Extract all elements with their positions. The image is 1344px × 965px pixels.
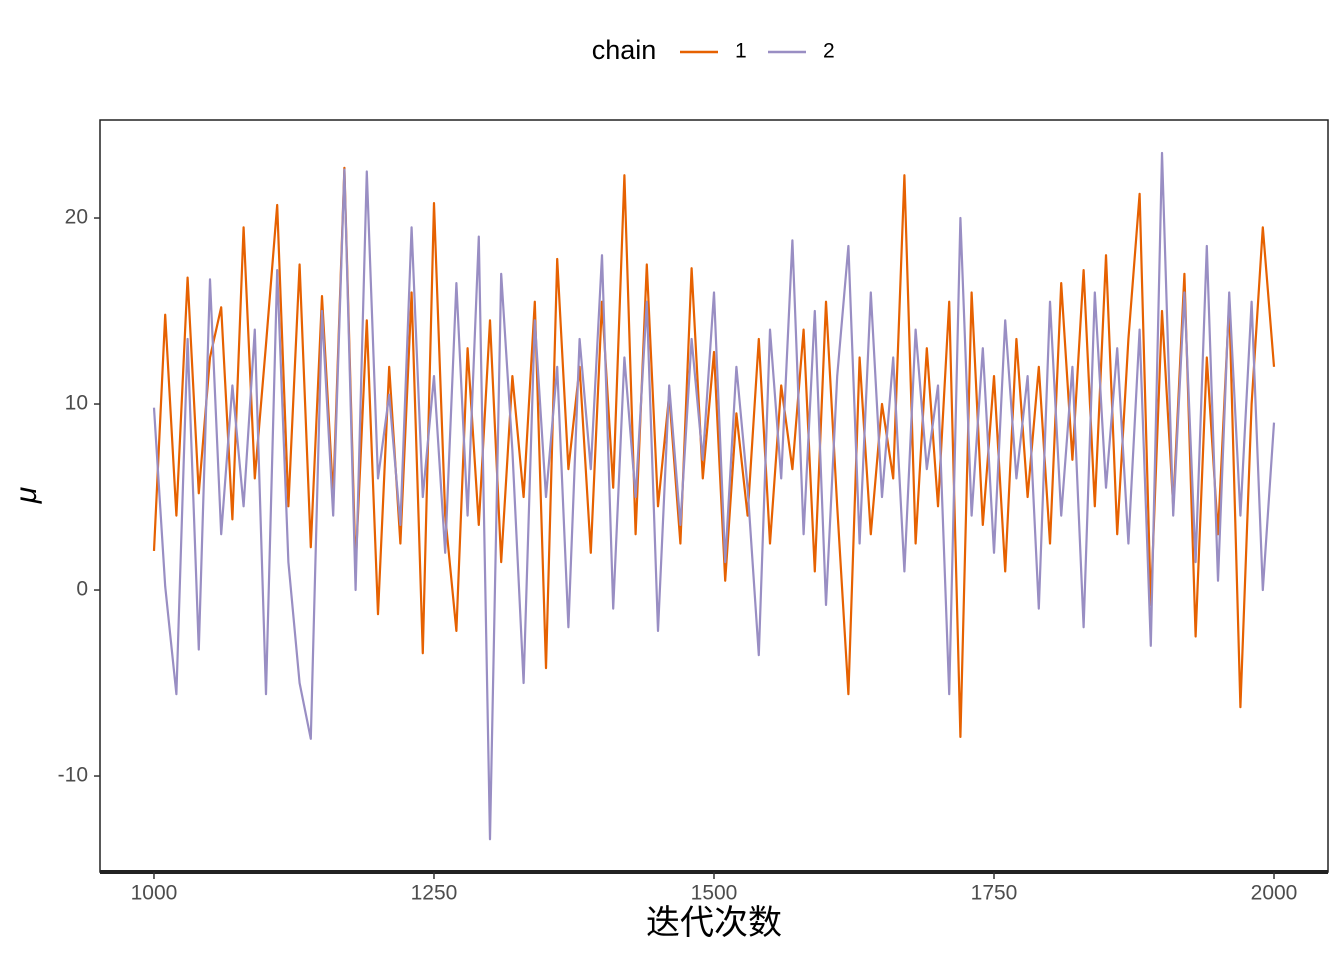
x-tick-label: 1000 — [131, 882, 178, 905]
legend-title: chain — [592, 35, 657, 65]
legend-label: 1 — [735, 40, 747, 63]
y-tick-label: -10 — [58, 764, 88, 787]
y-tick-label: 0 — [76, 578, 88, 601]
y-tick-label: 20 — [65, 206, 88, 229]
x-axis-title: 迭代次数 — [646, 904, 782, 942]
y-axis-title: μ — [10, 487, 43, 504]
y-tick-label: 10 — [65, 392, 88, 415]
legend-label: 2 — [823, 40, 835, 63]
series-line — [152, 151, 1276, 841]
x-tick-label: 1500 — [691, 882, 738, 905]
panel — [99, 119, 1329, 873]
x-tick-label: 1750 — [971, 882, 1018, 905]
x-tick-label: 2000 — [1251, 882, 1298, 905]
x-tick-label: 1250 — [411, 882, 458, 905]
